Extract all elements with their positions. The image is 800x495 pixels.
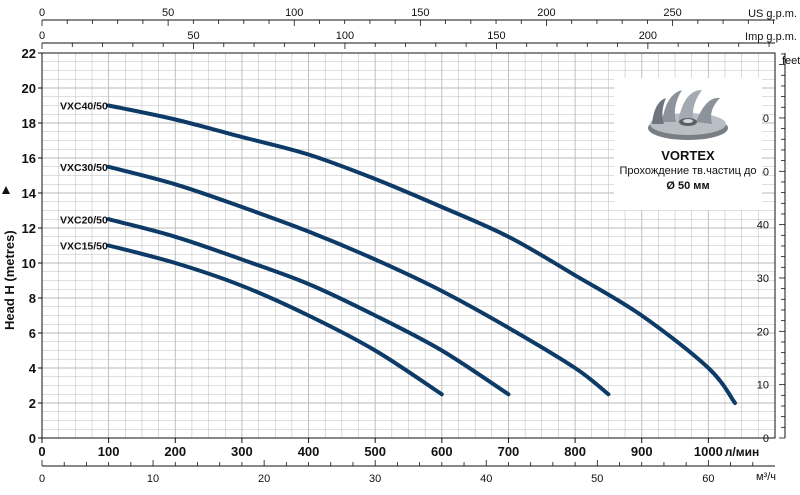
y-tick-label: 16 [22,151,36,166]
x-tick-label: 300 [231,444,253,459]
curve-vxc15-50 [106,243,444,397]
curve-vxc40-50 [106,103,737,405]
curve-label-vxc40-50: VXC40/50 [60,101,108,113]
m3h-tick-label: 50 [591,473,603,485]
vortex-info-box: VORTEX Прохождение тв.частиц до Ø 50 мм [614,78,762,210]
x-tick-label: 900 [631,444,653,459]
axes [38,19,786,467]
curve-vxc30-50 [106,164,611,397]
imp-gpm-tick-label: 100 [336,30,354,42]
us-gpm-tick-label: 150 [411,7,429,19]
info-diameter-text: Ø 50 мм [666,180,710,192]
y-axis-arrow-icon [2,186,10,194]
x-tick-label: 500 [364,444,386,459]
imp-gpm-unit: Imp g.p.m. [745,31,797,43]
feet-tick-label: 20 [757,326,769,338]
y-tick-label: 18 [22,116,36,131]
us-gpm-tick-label: 100 [285,7,303,19]
us-gpm-tick-label: 50 [162,7,174,19]
x-tick-label: 800 [564,444,586,459]
y-tick-label: 12 [22,221,36,236]
y-tick-label: 4 [29,361,37,376]
imp-gpm-tick-label: 150 [487,30,505,42]
curve-label-vxc15-50: VXC15/50 [60,241,108,253]
x-tick-label: 200 [164,444,186,459]
m3h-tick-label: 60 [702,473,714,485]
us-gpm-tick-label: 200 [537,7,555,19]
m3h-tick-label: 40 [480,473,492,485]
imp-gpm-tick-label: 50 [187,30,199,42]
feet-tick-label: 0 [763,433,769,445]
y-tick-label: 0 [29,431,36,446]
feet-tick-label: 40 [757,220,769,232]
m3h-tick-label: 10 [147,473,159,485]
x-unit-label: л/мин [725,445,759,459]
y-tick-label: 8 [29,291,36,306]
feet-unit: feet [782,55,800,67]
y-tick-label: 14 [22,186,37,201]
m3h-tick-label: 30 [369,473,381,485]
imp-gpm-tick-label: 200 [639,30,657,42]
m3h-unit: м³/ч [756,471,776,483]
info-title: VORTEX [661,148,715,163]
m3h-tick-label: 20 [258,473,270,485]
feet-tick-label: 30 [757,273,769,285]
x-tick-label: 700 [498,444,520,459]
curve-vxc20-50 [106,217,511,397]
curve-label-vxc30-50: VXC30/50 [60,162,108,174]
x-tick-label: 0 [38,444,45,459]
x-tick-label: 1000 [694,444,723,459]
us-gpm-unit: US g.p.m. [748,8,797,20]
y-tick-label: 2 [29,396,36,411]
y-axis-label: Head H (metres) [2,230,17,330]
us-gpm-tick-label: 250 [663,7,681,19]
info-passage-text: Прохождение тв.частиц до [619,165,757,177]
y-tick-label: 10 [22,256,36,271]
m3h-tick-label: 0 [39,473,45,485]
labels: 0 100 200 300 400 500 600 700 800 900 1000 л/мин024… [22,7,800,485]
curves [106,103,737,405]
vortex-impeller-icon [648,90,728,140]
grid [42,53,775,438]
y-tick-label: 6 [29,326,36,341]
y-tick-label: 20 [22,81,36,96]
feet-tick-label: 10 [757,380,769,392]
curve-label-vxc20-50: VXC20/50 [60,214,108,226]
x-tick-label: 400 [298,444,320,459]
imp-gpm-tick-label: 0 [39,30,45,42]
x-tick-label: 100 [98,444,120,459]
y-tick-label: 22 [22,46,36,61]
plot-frame [41,52,776,439]
x-tick-label: 600 [431,444,453,459]
us-gpm-tick-label: 0 [39,7,45,19]
